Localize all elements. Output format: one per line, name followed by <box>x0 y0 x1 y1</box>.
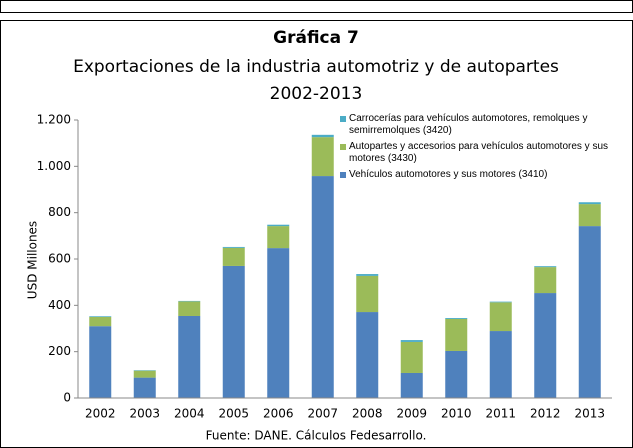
y-tick-label: 0 <box>63 391 71 405</box>
y-tick-label: 200 <box>48 344 71 358</box>
source: Fuente: DANE. Cálculos Fedesarrollo. <box>206 429 427 443</box>
bar-segment <box>267 224 290 227</box>
y-axis-label: USD Millones <box>26 221 40 299</box>
x-tick-label: 2013 <box>574 407 605 421</box>
bar-segment <box>400 341 423 373</box>
legend-marker <box>340 144 346 150</box>
bar-segment <box>222 247 245 266</box>
bar-segment <box>534 267 557 294</box>
bar-segment <box>445 318 468 320</box>
x-tick-label: 2004 <box>174 407 205 421</box>
bar-segment <box>356 274 379 276</box>
bar-segment <box>400 340 423 342</box>
bar-segment <box>267 226 290 249</box>
bar-segment <box>534 293 557 398</box>
chart-title: Gráfica 7 <box>273 28 359 48</box>
bar-segment <box>578 204 601 227</box>
x-tick-label: 2006 <box>263 407 294 421</box>
legend-entry: Vehículos automotores y sus motores (341… <box>340 169 622 181</box>
x-tick-label: 2009 <box>396 407 427 421</box>
chart-subtitle: Exportaciones de la industria automotriz… <box>73 57 559 77</box>
y-tick-label: 1.200 <box>37 113 71 127</box>
legend-entry: Autopartes y accesorios para vehículos a… <box>340 141 622 165</box>
bar-segment <box>489 302 512 332</box>
x-tick-label: 2010 <box>441 407 472 421</box>
y-tick-label: 800 <box>48 205 71 219</box>
x-tick-label: 2011 <box>485 407 516 421</box>
top-panel <box>0 0 633 13</box>
bar-segment <box>578 226 601 398</box>
legend-label: Vehículos automotores y sus motores (341… <box>349 169 548 180</box>
bar-segment <box>178 301 201 316</box>
x-tick-label: 2012 <box>530 407 561 421</box>
y-tick-label: 600 <box>48 252 71 266</box>
legend-label: Carrocerías para vehículos automotores, … <box>349 113 588 136</box>
bar-segment <box>356 312 379 398</box>
bar-segment <box>311 176 334 398</box>
bar-segment <box>178 315 201 398</box>
legend-entry: Carrocerías para vehículos automotores, … <box>340 113 622 137</box>
legend-marker <box>340 116 346 122</box>
bar-segment <box>356 275 379 313</box>
y-tick-label: 1.000 <box>37 159 71 173</box>
bar-segment <box>133 370 156 378</box>
legend-label: Autopartes y accesorios para vehículos a… <box>349 141 609 164</box>
x-tick-label: 2003 <box>129 407 160 421</box>
bar-segment <box>445 350 468 398</box>
bar-segment <box>222 246 245 248</box>
x-tick-label: 2005 <box>218 407 249 421</box>
bar-segment <box>489 301 512 303</box>
chart-subtitle: 2002-2013 <box>270 84 363 104</box>
bar-segment <box>489 331 512 398</box>
bar-segment <box>445 319 468 351</box>
legend: Carrocerías para vehículos automotores, … <box>340 113 622 185</box>
bar-segment <box>89 316 112 327</box>
legend-marker <box>340 172 346 178</box>
bar-segment <box>578 202 601 205</box>
bar-segment <box>133 377 156 398</box>
bar-segment <box>400 372 423 398</box>
bar-segment <box>222 265 245 398</box>
bar-segment <box>89 316 112 317</box>
x-tick-label: 2007 <box>307 407 338 421</box>
y-tick-label: 400 <box>48 298 71 312</box>
bar-segment <box>534 266 557 268</box>
bar-segment <box>267 248 290 398</box>
bar-segment <box>89 326 112 398</box>
bar-segment <box>311 134 334 138</box>
bar-segment <box>311 137 334 177</box>
x-tick-label: 2002 <box>85 407 116 421</box>
x-tick-label: 2008 <box>352 407 383 421</box>
